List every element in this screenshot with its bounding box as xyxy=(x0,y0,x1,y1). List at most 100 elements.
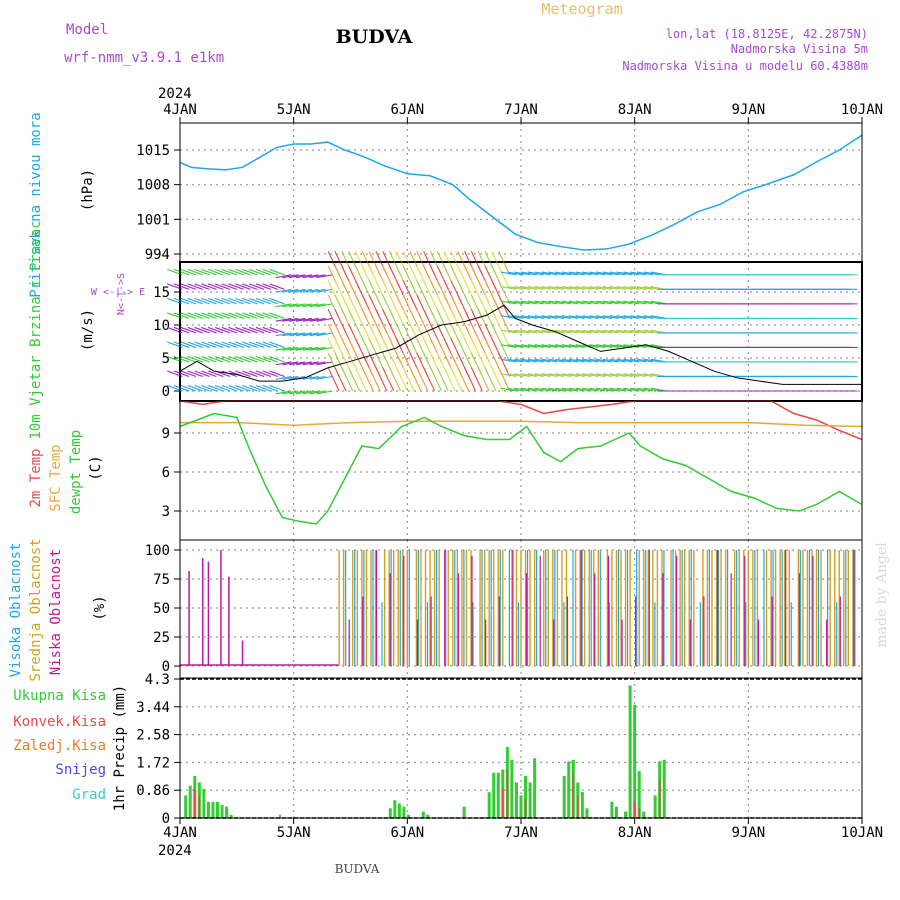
wind-barb xyxy=(309,317,326,322)
wind-barb xyxy=(561,271,578,276)
total-precip-bar xyxy=(492,772,496,818)
wind-barb xyxy=(207,326,224,334)
wind-barb xyxy=(302,332,319,337)
wind-barb xyxy=(602,300,619,305)
wind-barb xyxy=(527,387,544,392)
wind-barb xyxy=(334,367,347,392)
wind-barb xyxy=(173,326,190,334)
wind-barb xyxy=(602,387,619,392)
total-precip-bar xyxy=(216,801,220,818)
wind-barb xyxy=(498,294,511,319)
wind-barb xyxy=(289,317,306,322)
wind-barb xyxy=(207,341,224,348)
wind-barb xyxy=(521,315,538,319)
model-altitude-label: Nadmorska Visina u modelu 60.4388m xyxy=(622,59,868,73)
wind-barb xyxy=(609,387,626,392)
wind-barb xyxy=(602,286,619,290)
top-tick-label: 7JAN xyxy=(504,102,538,118)
wind-barb xyxy=(194,326,210,334)
total-precip-bar xyxy=(393,800,397,818)
wind-barb xyxy=(348,367,361,392)
wind-barb xyxy=(582,286,599,290)
total-precip-bar xyxy=(633,704,637,818)
wind-barb xyxy=(201,385,217,392)
wind-barb xyxy=(214,326,231,334)
wind-barb xyxy=(521,329,538,334)
y-tick-label: 4.3 xyxy=(145,672,170,688)
panel-frame xyxy=(179,122,863,263)
wind-barb xyxy=(637,271,653,276)
wind-barb xyxy=(275,303,292,308)
wind-barb xyxy=(309,274,326,279)
wind-barb xyxy=(498,251,511,276)
wind-unit: (m/s) xyxy=(80,309,96,351)
wind-barb xyxy=(436,367,449,392)
wind-barb xyxy=(235,341,251,348)
wind-barb xyxy=(275,346,292,351)
wind-barb xyxy=(316,317,333,322)
top-tick-label: 5JAN xyxy=(277,102,311,118)
wind-barb xyxy=(616,300,633,305)
wind-barb xyxy=(548,387,565,392)
wind-barb xyxy=(561,387,578,392)
wind-barb xyxy=(527,329,544,334)
total-precip-bar xyxy=(528,782,532,818)
wind-barb xyxy=(498,280,511,305)
total-precip-bar xyxy=(184,795,188,818)
wind-barb xyxy=(450,367,463,392)
wind-barb xyxy=(575,329,592,334)
total-precip-bar xyxy=(614,806,618,818)
wind-barb xyxy=(296,303,312,308)
wind-barb xyxy=(555,300,572,305)
panel-frame xyxy=(179,677,863,819)
wind-barb xyxy=(609,286,626,290)
total-precip-bar xyxy=(426,814,430,818)
wind-barb xyxy=(548,373,565,378)
wind-barb xyxy=(242,341,258,348)
wind-barb xyxy=(630,315,647,319)
wind-barb xyxy=(616,286,633,290)
wind-barb xyxy=(568,344,585,348)
wind-barb xyxy=(555,387,572,392)
time-axis-bottom: 4JAN 5JAN 6JAN 7JAN 8JAN 9JAN 10JAN xyxy=(163,818,883,841)
chart-kind-title: Meteogram xyxy=(541,0,622,18)
wind-barb xyxy=(548,315,565,319)
wind-barb xyxy=(402,367,415,392)
wind-barb xyxy=(255,312,272,319)
total-precip-bar xyxy=(567,761,571,818)
total-precip-bar xyxy=(188,785,192,818)
wind-barb xyxy=(228,297,244,305)
model-name: wrf-nmm_v3.9.1 e1km xyxy=(64,50,224,66)
wind-barb xyxy=(282,361,299,366)
wind-barb xyxy=(507,300,524,305)
bottom-tick-label: 8JAN xyxy=(618,825,652,841)
wind-barb xyxy=(316,390,333,395)
wind-barb xyxy=(484,367,497,392)
total-precip-bar xyxy=(211,801,215,818)
top-tick-label: 6JAN xyxy=(390,102,424,118)
wind-barb xyxy=(623,315,640,319)
y-tick-label: 0.86 xyxy=(136,783,170,799)
wind-barb xyxy=(255,283,272,290)
wind-barb xyxy=(296,317,312,322)
watermark: made by Angel xyxy=(874,542,890,648)
wind-barb xyxy=(498,338,511,363)
wind-barb xyxy=(602,373,619,378)
wind-barb xyxy=(548,286,565,290)
wind-barb xyxy=(235,385,251,392)
wind-barb xyxy=(302,274,319,279)
wind-barb xyxy=(548,358,565,363)
wind-barb xyxy=(316,375,333,380)
wind-barb xyxy=(180,341,197,348)
wind-barb xyxy=(173,297,190,305)
wind-barb xyxy=(242,370,258,377)
wind-barb xyxy=(289,390,306,395)
pressure-line xyxy=(179,134,863,251)
wind-barb xyxy=(309,346,326,351)
wind-barb xyxy=(596,358,613,363)
wind-barb xyxy=(214,312,231,319)
wind-barb xyxy=(201,341,217,348)
wind-barb xyxy=(541,344,558,348)
wind-barb xyxy=(602,315,619,319)
wind-barb xyxy=(302,361,319,366)
